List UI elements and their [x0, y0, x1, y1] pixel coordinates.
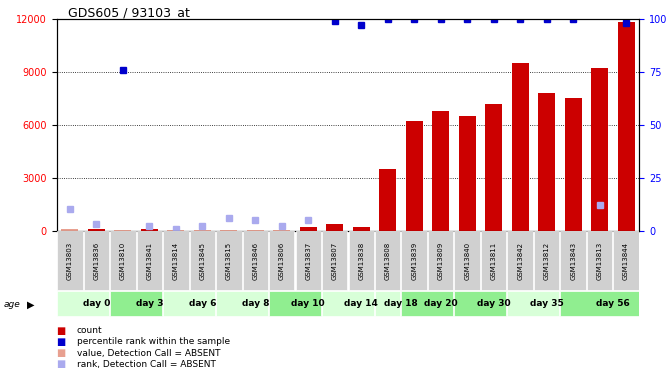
- Bar: [375, 231, 400, 290]
- Bar: [587, 231, 612, 290]
- Bar: [110, 231, 136, 290]
- Bar: [560, 291, 639, 315]
- Text: day 30: day 30: [477, 299, 510, 308]
- Text: GSM13846: GSM13846: [252, 242, 258, 280]
- Bar: [115, 230, 131, 231]
- Text: ■: ■: [57, 348, 66, 358]
- Bar: [348, 231, 374, 290]
- Bar: [220, 230, 237, 231]
- Bar: [454, 231, 480, 290]
- Text: day 18: day 18: [384, 299, 418, 308]
- Bar: [216, 231, 242, 290]
- Bar: [565, 98, 581, 231]
- Text: GSM13815: GSM13815: [226, 242, 232, 280]
- Text: GSM13841: GSM13841: [147, 242, 153, 280]
- Text: ■: ■: [57, 360, 66, 369]
- Bar: [379, 169, 396, 231]
- Text: GSM13809: GSM13809: [438, 242, 444, 280]
- Text: GSM13806: GSM13806: [279, 242, 285, 280]
- Text: GSM13842: GSM13842: [517, 242, 523, 280]
- Bar: [88, 229, 105, 231]
- Text: GSM13840: GSM13840: [464, 242, 470, 280]
- Text: ■: ■: [57, 337, 66, 347]
- Text: GSM13811: GSM13811: [491, 242, 497, 280]
- Text: GSM13807: GSM13807: [332, 242, 338, 280]
- Bar: [507, 231, 533, 290]
- Bar: [402, 231, 427, 290]
- Bar: [560, 231, 586, 290]
- Bar: [269, 291, 321, 315]
- Bar: [137, 231, 162, 290]
- Text: GSM13843: GSM13843: [570, 242, 576, 280]
- Text: GSM13844: GSM13844: [623, 242, 629, 280]
- Bar: [617, 22, 635, 231]
- Bar: [326, 225, 344, 231]
- Text: day 0: day 0: [83, 299, 110, 308]
- Bar: [300, 227, 317, 231]
- Bar: [190, 231, 215, 290]
- Bar: [84, 231, 109, 290]
- Text: GSM13839: GSM13839: [411, 242, 417, 280]
- Text: day 3: day 3: [136, 299, 163, 308]
- Text: age: age: [3, 300, 20, 309]
- Bar: [163, 231, 188, 290]
- Text: day 10: day 10: [292, 299, 325, 308]
- Text: day 20: day 20: [424, 299, 458, 308]
- Text: GDS605 / 93103_at: GDS605 / 93103_at: [68, 6, 190, 19]
- Text: day 35: day 35: [529, 299, 563, 308]
- Bar: [454, 291, 506, 315]
- Bar: [141, 229, 158, 231]
- Bar: [534, 231, 559, 290]
- Bar: [322, 291, 374, 315]
- Bar: [459, 116, 476, 231]
- Bar: [163, 291, 215, 315]
- Bar: [538, 93, 555, 231]
- Text: GSM13808: GSM13808: [385, 242, 391, 280]
- Bar: [485, 104, 502, 231]
- Text: GSM13803: GSM13803: [67, 242, 73, 280]
- Text: day 56: day 56: [596, 299, 630, 308]
- Text: day 14: day 14: [344, 299, 378, 308]
- Text: GSM13812: GSM13812: [543, 242, 549, 280]
- Text: GSM13814: GSM13814: [172, 242, 178, 280]
- Bar: [246, 230, 264, 231]
- Bar: [322, 231, 348, 290]
- Bar: [613, 231, 639, 290]
- Bar: [375, 291, 400, 315]
- Bar: [57, 231, 83, 290]
- Bar: [194, 230, 211, 231]
- Bar: [352, 228, 370, 231]
- Text: GSM13813: GSM13813: [597, 242, 603, 280]
- Bar: [216, 291, 268, 315]
- Text: day 6: day 6: [188, 299, 216, 308]
- Text: value, Detection Call = ABSENT: value, Detection Call = ABSENT: [77, 349, 220, 358]
- Bar: [242, 231, 268, 290]
- Text: GSM13838: GSM13838: [358, 242, 364, 280]
- Text: ■: ■: [57, 326, 66, 336]
- Text: count: count: [77, 326, 102, 335]
- Text: ▶: ▶: [27, 300, 34, 309]
- Bar: [428, 231, 454, 290]
- Bar: [481, 231, 506, 290]
- Bar: [507, 291, 559, 315]
- Bar: [273, 230, 290, 231]
- Text: GSM13810: GSM13810: [120, 242, 126, 280]
- Text: GSM13836: GSM13836: [93, 242, 99, 280]
- Bar: [57, 291, 109, 315]
- Text: GSM13837: GSM13837: [305, 242, 311, 280]
- Bar: [61, 229, 79, 231]
- Text: percentile rank within the sample: percentile rank within the sample: [77, 338, 230, 346]
- Text: day 8: day 8: [242, 299, 269, 308]
- Text: GSM13845: GSM13845: [199, 242, 205, 280]
- Bar: [511, 63, 529, 231]
- Text: rank, Detection Call = ABSENT: rank, Detection Call = ABSENT: [77, 360, 216, 369]
- Bar: [432, 111, 450, 231]
- Bar: [406, 121, 423, 231]
- Bar: [167, 230, 184, 231]
- Bar: [402, 291, 454, 315]
- Bar: [591, 68, 608, 231]
- Bar: [296, 231, 321, 290]
- Bar: [269, 231, 294, 290]
- Bar: [110, 291, 162, 315]
